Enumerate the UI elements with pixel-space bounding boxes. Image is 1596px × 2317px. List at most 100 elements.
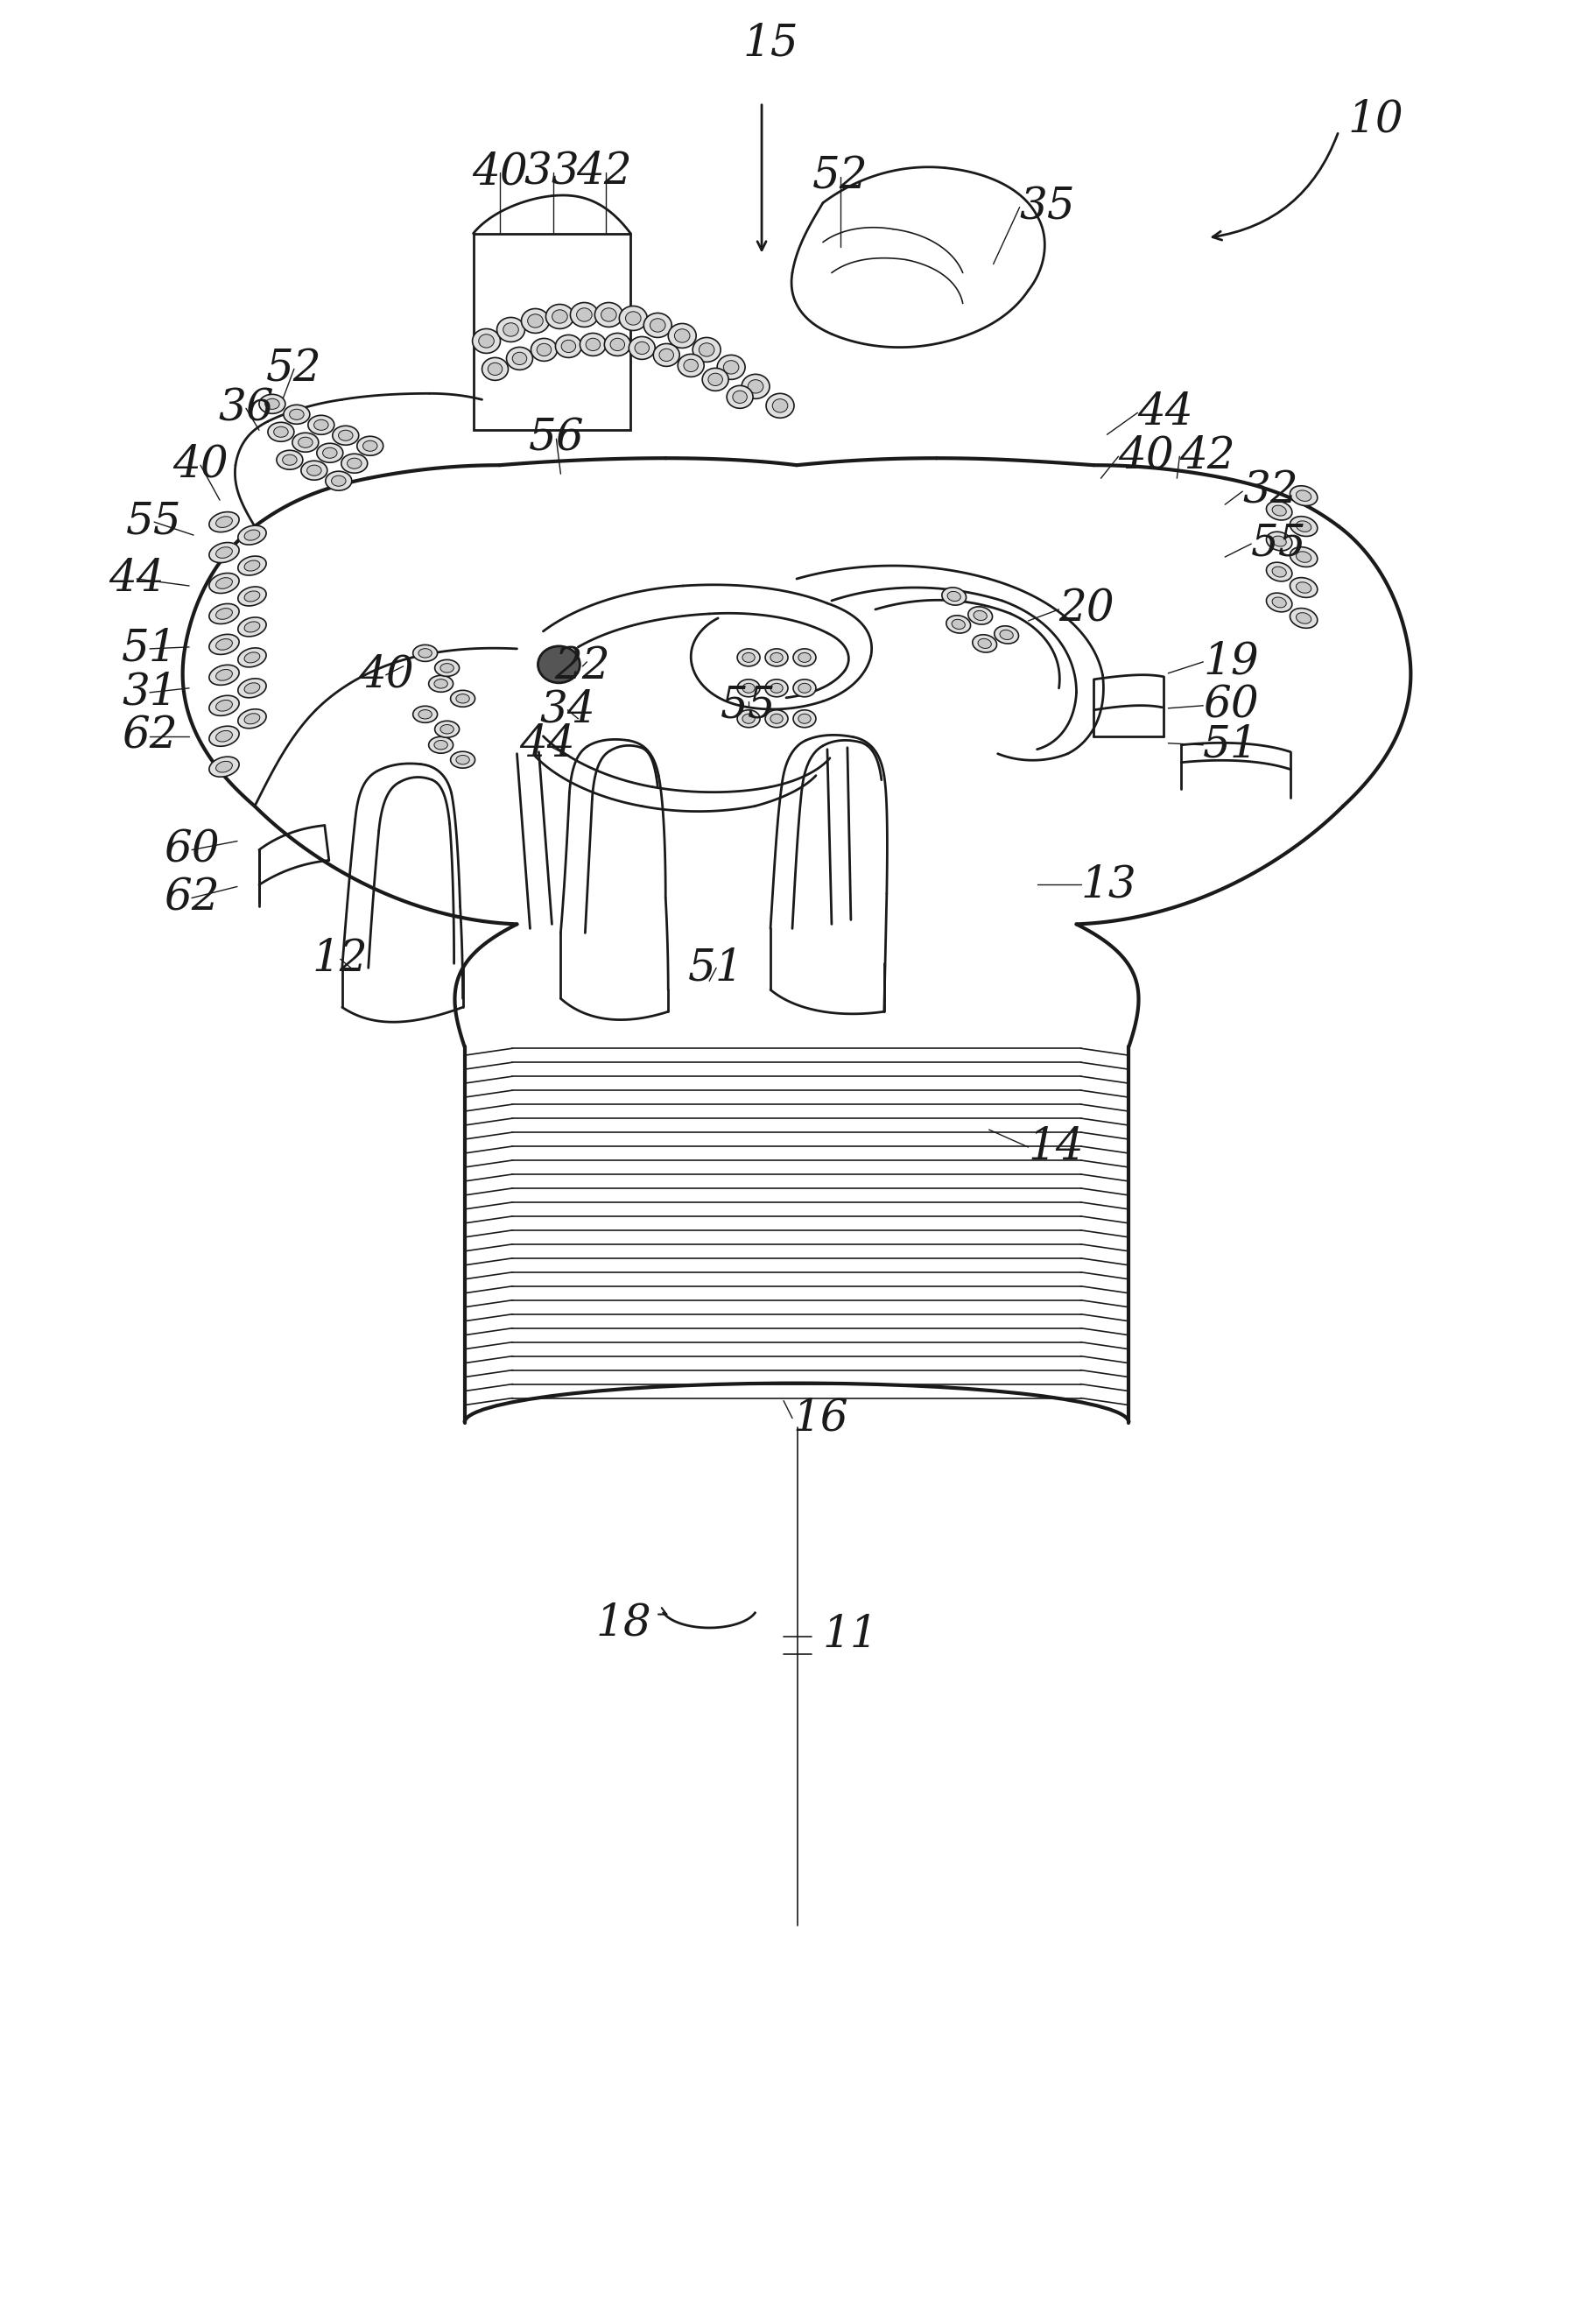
Text: 42: 42 — [1179, 436, 1235, 477]
Ellipse shape — [215, 517, 233, 528]
Ellipse shape — [418, 649, 433, 658]
Ellipse shape — [764, 649, 788, 667]
Ellipse shape — [302, 461, 327, 480]
Ellipse shape — [282, 454, 297, 466]
Ellipse shape — [737, 679, 760, 697]
Ellipse shape — [1296, 582, 1312, 593]
Ellipse shape — [209, 542, 239, 563]
Ellipse shape — [215, 700, 233, 711]
Ellipse shape — [238, 526, 267, 544]
Ellipse shape — [771, 653, 782, 663]
Ellipse shape — [699, 343, 715, 357]
Ellipse shape — [793, 679, 816, 697]
Text: 42: 42 — [576, 151, 632, 195]
Text: 55: 55 — [1251, 521, 1307, 565]
Text: 20: 20 — [1058, 589, 1114, 630]
Text: 14: 14 — [1028, 1126, 1084, 1168]
Ellipse shape — [946, 616, 970, 633]
Ellipse shape — [793, 709, 816, 728]
Ellipse shape — [1272, 598, 1286, 607]
Ellipse shape — [1266, 563, 1293, 582]
Ellipse shape — [693, 338, 721, 361]
Ellipse shape — [512, 352, 527, 364]
Ellipse shape — [332, 426, 359, 445]
Ellipse shape — [766, 394, 795, 417]
Ellipse shape — [306, 466, 321, 475]
Ellipse shape — [238, 709, 267, 728]
Ellipse shape — [579, 334, 606, 357]
Text: 19: 19 — [1203, 639, 1259, 684]
Text: 55: 55 — [126, 500, 182, 544]
Ellipse shape — [742, 684, 755, 693]
Ellipse shape — [215, 670, 233, 681]
Ellipse shape — [771, 714, 782, 723]
Ellipse shape — [289, 410, 303, 419]
Ellipse shape — [358, 436, 383, 456]
Ellipse shape — [1296, 521, 1312, 533]
Ellipse shape — [482, 357, 508, 380]
Ellipse shape — [276, 449, 303, 470]
Ellipse shape — [1296, 612, 1312, 623]
Ellipse shape — [429, 737, 453, 753]
Ellipse shape — [1272, 535, 1286, 547]
Ellipse shape — [314, 419, 329, 431]
Ellipse shape — [434, 741, 447, 748]
Ellipse shape — [244, 591, 260, 602]
Ellipse shape — [602, 308, 616, 322]
Ellipse shape — [292, 433, 319, 452]
Ellipse shape — [726, 385, 753, 408]
Ellipse shape — [570, 304, 598, 327]
Ellipse shape — [316, 443, 343, 463]
Ellipse shape — [238, 616, 267, 637]
Ellipse shape — [209, 512, 239, 533]
Ellipse shape — [576, 308, 592, 322]
Ellipse shape — [268, 422, 294, 443]
Ellipse shape — [244, 651, 260, 663]
Ellipse shape — [284, 405, 310, 424]
Ellipse shape — [215, 762, 233, 772]
Ellipse shape — [969, 607, 993, 623]
Ellipse shape — [209, 572, 239, 593]
Ellipse shape — [1290, 607, 1317, 628]
Text: 51: 51 — [1203, 723, 1259, 767]
Ellipse shape — [440, 725, 453, 734]
Ellipse shape — [586, 338, 600, 350]
Ellipse shape — [798, 684, 811, 693]
Ellipse shape — [1266, 593, 1293, 612]
Ellipse shape — [326, 470, 351, 491]
Ellipse shape — [450, 751, 476, 769]
Ellipse shape — [798, 653, 811, 663]
Text: 44: 44 — [109, 556, 164, 600]
Ellipse shape — [723, 361, 739, 373]
Ellipse shape — [536, 343, 551, 357]
Text: 33: 33 — [523, 151, 579, 195]
Text: 40: 40 — [172, 443, 228, 487]
Ellipse shape — [764, 679, 788, 697]
Ellipse shape — [994, 626, 1018, 644]
Ellipse shape — [678, 355, 704, 378]
Ellipse shape — [1266, 500, 1293, 519]
Ellipse shape — [209, 725, 239, 746]
Ellipse shape — [413, 707, 437, 723]
Ellipse shape — [683, 359, 697, 371]
Ellipse shape — [479, 334, 495, 348]
Ellipse shape — [643, 313, 672, 338]
Ellipse shape — [209, 665, 239, 686]
Ellipse shape — [659, 350, 674, 361]
Ellipse shape — [209, 758, 239, 776]
Ellipse shape — [1266, 531, 1293, 551]
Ellipse shape — [434, 721, 460, 737]
Ellipse shape — [215, 547, 233, 558]
Text: 40: 40 — [471, 151, 527, 195]
Text: 51: 51 — [688, 945, 744, 989]
Ellipse shape — [450, 690, 476, 707]
Text: 13: 13 — [1080, 864, 1136, 906]
Ellipse shape — [429, 677, 453, 693]
Ellipse shape — [298, 438, 313, 447]
Ellipse shape — [978, 639, 991, 649]
Ellipse shape — [362, 440, 377, 452]
Ellipse shape — [635, 341, 650, 355]
Ellipse shape — [1290, 577, 1317, 598]
Ellipse shape — [531, 338, 557, 361]
Ellipse shape — [538, 646, 579, 684]
